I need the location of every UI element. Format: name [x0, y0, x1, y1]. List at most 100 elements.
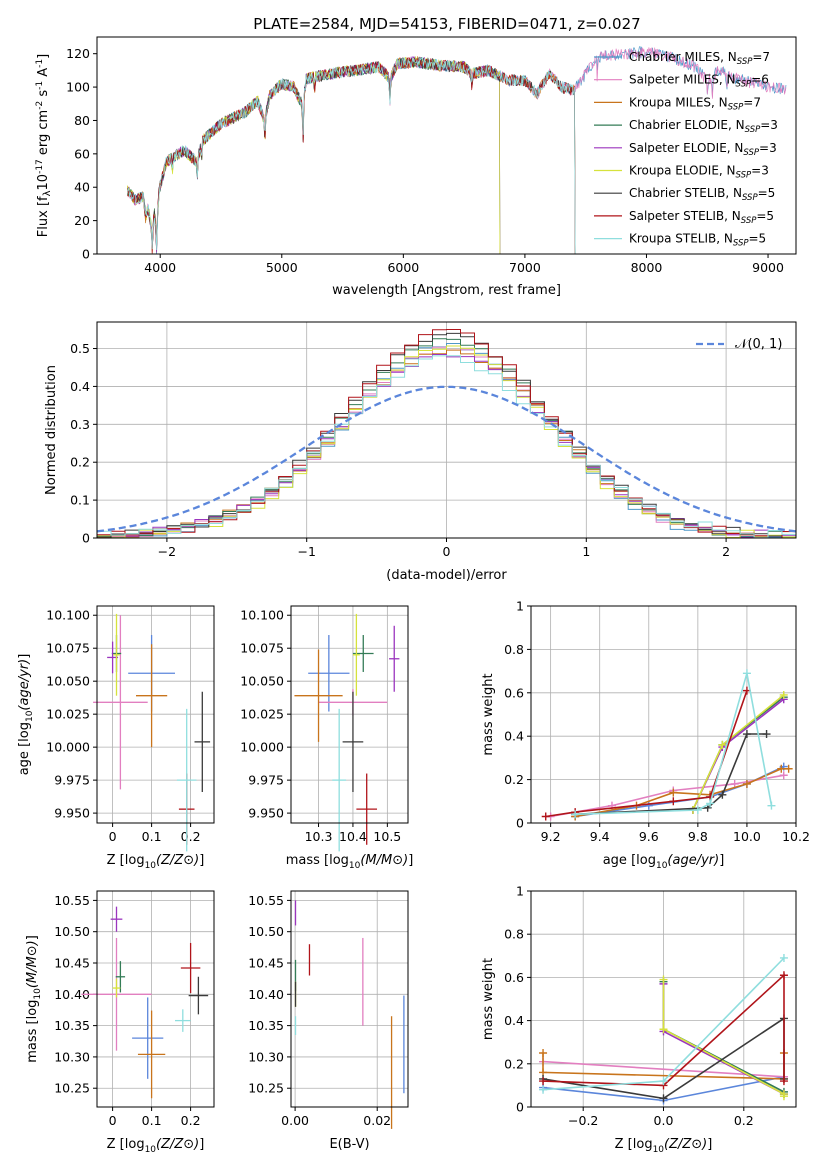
weight-point-marker — [539, 1049, 548, 1057]
y-tick-label: 10.35 — [248, 1018, 284, 1033]
weight-point-marker — [779, 1077, 788, 1086]
axes-frame — [290, 605, 409, 824]
y-tick-label: 0.8 — [504, 642, 524, 657]
y-axis-label: mass weight — [481, 958, 496, 1040]
x-tick-label: 0 — [443, 544, 451, 559]
weight-point-marker — [762, 730, 771, 739]
y-tick-label: 10.100 — [240, 608, 284, 623]
x-axis-label: age [log10(age/yr)] — [603, 853, 725, 871]
x-tick-label: 6000 — [387, 260, 419, 275]
x-tick-label: 0.00 — [281, 1113, 309, 1128]
mass-vs-Z-panel: 0 0.1 0.2 10.25 10.30 10.35 10.40 10.45 10.50 10.… — [25, 890, 215, 1155]
x-tick-label: 10.2 — [782, 829, 810, 844]
y-tick-label: 0 — [82, 531, 90, 546]
x-tick-label: 0.2 — [181, 1113, 201, 1128]
histogram-step — [97, 345, 796, 539]
x-tick-label: 0.2 — [734, 1113, 754, 1128]
spectrum-legend: Chabrier MILES, NSSP=7 Salpeter MILES, NS… — [594, 50, 778, 249]
x-tick-label: 9.2 — [541, 829, 561, 844]
axes-frame — [530, 605, 797, 824]
spectrum-panel: 4000 5000 6000 7000 8000 9000 0 20 40 60 80 100 120 w… — [35, 36, 797, 298]
x-tick-label: 10.4 — [339, 829, 367, 844]
weight-point-marker — [779, 971, 788, 980]
x-tick-label: 7000 — [509, 260, 541, 275]
y-tick-label: 10.55 — [54, 893, 90, 908]
x-tick-label: −1 — [297, 544, 315, 559]
x-tick-label: 10.5 — [373, 829, 401, 844]
x-axis-label: Z [log10(Z/Z⊙)] — [107, 1137, 205, 1155]
x-tick-label: 0.2 — [181, 829, 201, 844]
legend-label: Salpeter ELODIE, NSSP=3 — [629, 141, 777, 158]
axes-frame — [290, 890, 409, 1108]
x-tick-label: 0 — [109, 829, 117, 844]
y-tick-label: 0 — [516, 816, 524, 831]
y-tick-label: 60 — [74, 146, 90, 161]
x-tick-label: 1 — [582, 544, 590, 559]
x-tick-label: 2 — [722, 544, 730, 559]
y-axis-label: age [log10(age/yr)] — [17, 654, 35, 776]
x-axis-label: E(B-V) — [329, 1137, 369, 1152]
weight-point-marker — [669, 788, 678, 797]
x-tick-label: 5000 — [266, 260, 298, 275]
weight-point-marker — [718, 790, 727, 799]
y-tick-label: 10.30 — [248, 1049, 284, 1064]
y-axis-label: mass [log10(M/M⊙)] — [25, 935, 43, 1063]
y-tick-label: 10.050 — [240, 674, 284, 689]
legend-label: Salpeter STELIB, NSSP=5 — [629, 209, 774, 226]
weight-point-marker — [659, 975, 668, 984]
y-tick-label: 0.6 — [504, 685, 524, 700]
weight-point-marker — [784, 764, 793, 773]
weight-vs-Z-panel: −0.2 0.0 0.2 0 0.2 0.4 0.6 0.8 1 Z [log10(Z/Z⊙)] m… — [481, 884, 797, 1155]
y-tick-label: 10.075 — [240, 641, 284, 656]
x-tick-label: 0.0 — [654, 1113, 674, 1128]
y-tick-label: 10.000 — [46, 740, 90, 755]
histogram-step — [97, 349, 796, 539]
y-tick-label: 0.2 — [504, 772, 524, 787]
weight-point-marker — [541, 812, 550, 821]
y-tick-label: 1 — [516, 599, 524, 614]
y-tick-label: 10.075 — [46, 641, 90, 656]
spectrum-lines — [127, 46, 787, 254]
y-tick-label: 1 — [516, 884, 524, 899]
weight-series-line — [692, 694, 785, 811]
weight-point-marker — [539, 1077, 548, 1086]
x-tick-label: 10.3 — [305, 829, 333, 844]
y-tick-label: 10.25 — [54, 1081, 90, 1096]
y-tick-label: 10.50 — [248, 924, 284, 939]
mass-vs-ebv-panel: 0.00 0.02 10.25 10.30 10.35 10.40 10.45 10.50 10… — [248, 890, 409, 1152]
age-vs-Z-panel: 0 0.1 0.2 9.950 9.975 10.000 10.025 10.050 10.07… — [17, 605, 215, 871]
weight-point-marker — [659, 1077, 668, 1086]
weight-point-marker — [779, 1092, 788, 1101]
legend-label: Chabrier STELIB, NSSP=5 — [629, 186, 775, 203]
y-tick-label: 0.8 — [504, 927, 524, 942]
y-tick-label: 0.4 — [70, 379, 90, 394]
y-tick-label: 10.050 — [46, 674, 90, 689]
y-tick-label: 0.2 — [504, 1056, 524, 1071]
spectrum-series-line — [127, 56, 576, 254]
y-tick-label: 10.45 — [248, 956, 284, 971]
y-tick-label: 9.975 — [54, 773, 90, 788]
axes-frame — [96, 321, 797, 539]
y-tick-label: 0.5 — [70, 341, 90, 356]
weight-series-line — [542, 973, 785, 1087]
y-tick-label: 80 — [74, 113, 90, 128]
y-tick-label: 10.50 — [54, 924, 90, 939]
histogram-step — [97, 355, 796, 539]
x-tick-label: 0.1 — [142, 829, 162, 844]
x-axis-label: Z [log10(Z/Z⊙)] — [615, 1137, 713, 1155]
panels: 4000 5000 6000 7000 8000 9000020406080100120w… — [17, 36, 810, 1155]
y-tick-label: 120 — [66, 46, 90, 61]
y-tick-label: 10.025 — [240, 707, 284, 722]
y-tick-label: 0.4 — [504, 729, 524, 744]
y-tick-label: 10.40 — [248, 987, 284, 1002]
y-tick-label: 10.025 — [46, 707, 90, 722]
y-axis-label: Flux [fλ10-17 erg cm-2 s-1 A-1] — [35, 54, 53, 237]
axes-frame — [96, 890, 215, 1108]
weight-point-marker — [718, 740, 727, 749]
gaussian-curve — [96, 385, 797, 533]
y-tick-label: 0.1 — [70, 493, 90, 508]
weight-point-marker — [730, 779, 739, 788]
x-tick-label: 8000 — [631, 260, 663, 275]
y-tick-label: 10.55 — [248, 893, 284, 908]
y-tick-label: 10.45 — [54, 956, 90, 971]
